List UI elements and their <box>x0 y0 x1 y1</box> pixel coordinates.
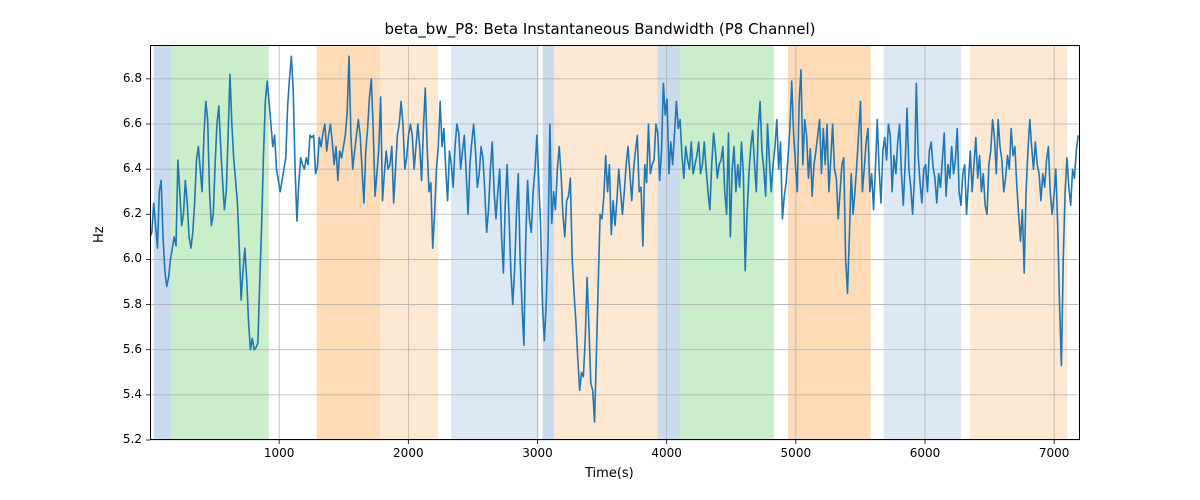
figure: beta_bw_P8: Beta Instantaneous Bandwidth… <box>0 0 1200 500</box>
x-tick-label: 1000 <box>259 446 299 460</box>
x-tick-label: 4000 <box>647 446 687 460</box>
chart-title: beta_bw_P8: Beta Instantaneous Bandwidth… <box>0 20 1200 38</box>
x-tick-label: 5000 <box>776 446 816 460</box>
y-tick-label: 6.0 <box>123 251 142 265</box>
x-tick-label: 7000 <box>1034 446 1074 460</box>
y-tick-label: 6.6 <box>123 116 142 130</box>
x-tick-label: 2000 <box>388 446 428 460</box>
x-axis-label: Time(s) <box>585 466 634 481</box>
plot-area <box>150 45 1080 440</box>
y-tick-label: 6.4 <box>123 161 142 175</box>
x-tick-label: 6000 <box>905 446 945 460</box>
y-tick-label: 5.8 <box>123 297 142 311</box>
y-tick-label: 6.8 <box>123 71 142 85</box>
y-axis-label: Hz <box>92 226 107 243</box>
y-tick-label: 5.4 <box>123 387 142 401</box>
y-tick-label: 5.6 <box>123 342 142 356</box>
y-tick-label: 6.2 <box>123 206 142 220</box>
y-tick-label: 5.2 <box>123 432 142 446</box>
x-tick-label: 3000 <box>518 446 558 460</box>
